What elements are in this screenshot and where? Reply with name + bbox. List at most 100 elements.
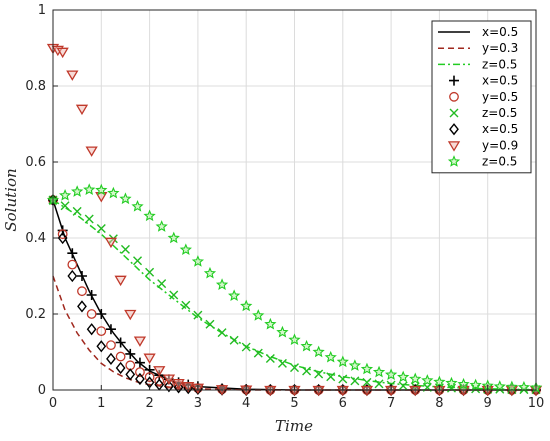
legend-box bbox=[431, 20, 532, 174]
legend-label: z=0.5 bbox=[482, 155, 517, 169]
data-point-x bbox=[314, 369, 324, 379]
data-point-plus bbox=[105, 324, 116, 335]
legend-item: y=0.5 bbox=[449, 90, 518, 104]
legend: x=0.5 y=0.3 z=0.5 x=0.5 y=0.5 z=0.5 x=0.5 y=0.9… bbox=[431, 20, 532, 174]
data-point-plus bbox=[115, 337, 126, 348]
data-point-plus bbox=[125, 348, 136, 359]
y-tick-label: 0.6 bbox=[25, 155, 46, 170]
data-point-x bbox=[217, 328, 227, 338]
legend-item: y=0.9 bbox=[447, 138, 518, 152]
data-point-diamond bbox=[115, 361, 126, 375]
data-point-circle bbox=[449, 91, 459, 102]
data-point-x bbox=[338, 374, 348, 384]
data-point-diamond bbox=[86, 323, 97, 336]
x-tick-label: 10 bbox=[528, 396, 545, 411]
ticks: 0 1 2 3 4 5 6 7 8 9 10 0 0.2 0.4 0.6 0.8 1 bbox=[25, 3, 544, 411]
data-point-star bbox=[469, 378, 482, 391]
data-point-star bbox=[252, 309, 265, 321]
data-point-x bbox=[84, 214, 94, 224]
x-axis-label: Time bbox=[275, 417, 313, 435]
data-point-circle bbox=[115, 351, 126, 362]
data-point-triangle-down bbox=[85, 146, 98, 157]
data-point-circle bbox=[96, 326, 107, 337]
data-point-star bbox=[155, 220, 168, 232]
data-point-star bbox=[336, 355, 349, 368]
data-point-circle bbox=[135, 367, 145, 378]
data-point-triangle-down bbox=[312, 385, 325, 397]
x-tick-label: 0 bbox=[49, 396, 57, 411]
data-point-star bbox=[264, 317, 277, 330]
data-point-triangle-down bbox=[360, 385, 374, 397]
data-point-star bbox=[215, 278, 229, 290]
y-tick-label: 1 bbox=[38, 3, 46, 18]
data-point-star bbox=[58, 189, 72, 201]
legend-label: y=0.3 bbox=[482, 41, 518, 55]
data-point-triangle-down bbox=[133, 336, 147, 347]
legend-item: x=0.5 bbox=[449, 74, 518, 88]
data-point-diamond bbox=[77, 300, 87, 313]
data-point-x bbox=[181, 300, 191, 310]
y-axis-label: Solution bbox=[2, 168, 20, 231]
data-point-x bbox=[362, 377, 372, 387]
data-point-triangle-down bbox=[172, 379, 185, 390]
data-point-diamond bbox=[96, 340, 107, 353]
data-point-triangle-down bbox=[75, 104, 89, 116]
x-tick-label: 3 bbox=[194, 396, 202, 411]
data-point-x bbox=[350, 376, 360, 386]
legend-item: x=0.5 bbox=[438, 25, 518, 39]
data-point-plus bbox=[96, 309, 107, 319]
data-point-circle bbox=[86, 309, 97, 319]
data-point-star bbox=[107, 186, 120, 199]
data-point-circle bbox=[77, 286, 87, 297]
data-point-plus bbox=[76, 271, 87, 281]
x-tick-label: 8 bbox=[435, 396, 443, 411]
data-point-star bbox=[457, 377, 470, 390]
legend-item: z=0.5 bbox=[449, 106, 517, 120]
data-point-star bbox=[191, 255, 205, 267]
data-point-x bbox=[205, 319, 215, 329]
data-point-x bbox=[241, 342, 251, 352]
data-point-x bbox=[157, 279, 167, 289]
data-point-diamond bbox=[173, 381, 184, 394]
data-point-circle bbox=[57, 229, 68, 240]
data-point-star bbox=[397, 370, 410, 383]
data-point-star bbox=[143, 209, 156, 222]
data-point-star bbox=[71, 185, 84, 197]
legend-label: x=0.5 bbox=[482, 122, 518, 136]
data-point-x bbox=[290, 363, 299, 373]
data-point-circle bbox=[154, 375, 165, 386]
data-point-star bbox=[240, 299, 253, 312]
data-point-star bbox=[372, 365, 386, 378]
data-point-star bbox=[348, 359, 361, 371]
data-point-x bbox=[302, 366, 312, 376]
data-point-triangle-down bbox=[162, 374, 176, 385]
data-point-star bbox=[384, 368, 398, 381]
data-point-plus bbox=[86, 290, 97, 300]
series-line bbox=[52, 199, 537, 391]
data-point-x bbox=[277, 358, 287, 368]
data-point-diamond bbox=[125, 368, 136, 381]
data-point-star bbox=[324, 350, 337, 363]
data-point-star bbox=[119, 192, 132, 205]
legend-label: z=0.5 bbox=[482, 57, 517, 71]
data-point-x bbox=[326, 372, 336, 382]
data-point-star bbox=[167, 231, 180, 244]
data-point-star bbox=[288, 333, 301, 346]
data-point-x bbox=[120, 244, 130, 254]
data-point-triangle-down bbox=[124, 309, 137, 321]
data-point-triangle-down bbox=[153, 366, 166, 377]
data-point-x bbox=[96, 224, 106, 233]
y-tick-label: 0.8 bbox=[25, 79, 46, 94]
x-tick-label: 2 bbox=[145, 396, 153, 411]
data-point-triangle-down bbox=[409, 385, 422, 397]
data-point-x bbox=[60, 201, 70, 211]
data-point-circle bbox=[67, 259, 78, 270]
data-point-star bbox=[493, 380, 506, 392]
data-point-star bbox=[360, 362, 374, 375]
data-point-star bbox=[447, 155, 461, 167]
series-2 bbox=[52, 199, 537, 391]
data-point-plus bbox=[449, 75, 459, 86]
data-point-triangle-down bbox=[182, 382, 195, 393]
data-point-x bbox=[374, 379, 384, 389]
data-point-diamond bbox=[67, 269, 78, 283]
